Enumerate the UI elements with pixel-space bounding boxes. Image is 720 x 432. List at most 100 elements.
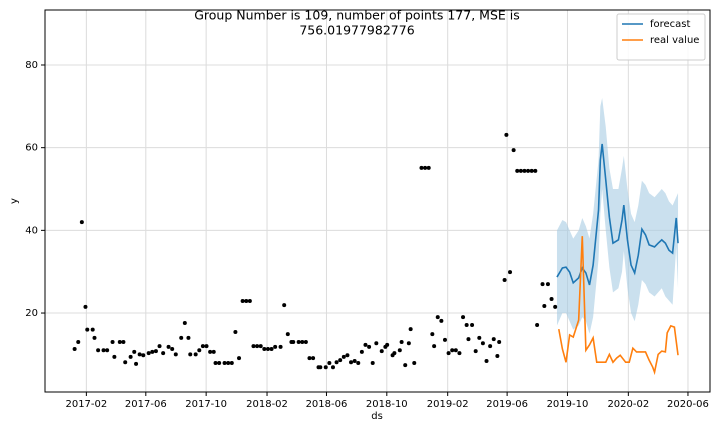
observed-point bbox=[217, 361, 222, 366]
observed-point bbox=[453, 348, 458, 353]
observed-point bbox=[419, 165, 424, 170]
observed-point bbox=[307, 356, 312, 361]
observed-point bbox=[473, 349, 478, 354]
observed-point bbox=[430, 332, 435, 337]
observed-point bbox=[526, 168, 531, 173]
observed-point bbox=[213, 361, 218, 366]
x-tick-label: 2017-02 bbox=[65, 399, 107, 410]
observed-point bbox=[363, 342, 368, 347]
observed-point bbox=[466, 337, 471, 342]
chart-title: 756.01977982776 bbox=[299, 23, 414, 38]
observed-point bbox=[522, 168, 527, 173]
observed-point bbox=[72, 347, 77, 352]
observed-point bbox=[222, 361, 227, 366]
observed-point bbox=[262, 347, 267, 352]
y-tick-label: 80 bbox=[25, 60, 38, 71]
observed-point bbox=[123, 360, 128, 365]
observed-point bbox=[488, 344, 493, 349]
observed-point bbox=[327, 361, 332, 366]
observed-point bbox=[446, 351, 451, 356]
observed-point bbox=[367, 344, 372, 349]
y-tick-label: 60 bbox=[25, 143, 38, 154]
observed-point bbox=[137, 352, 142, 357]
observed-point bbox=[161, 351, 166, 356]
observed-point bbox=[110, 339, 115, 344]
observed-point bbox=[540, 282, 545, 287]
observed-point bbox=[470, 323, 475, 328]
observed-point bbox=[412, 361, 417, 366]
observed-point bbox=[90, 327, 95, 332]
observed-point bbox=[251, 344, 256, 349]
observed-point bbox=[542, 304, 547, 309]
observed-point bbox=[211, 349, 216, 354]
x-tick-label: 2019-02 bbox=[427, 399, 469, 410]
observed-point bbox=[408, 327, 413, 332]
observed-point bbox=[208, 349, 213, 354]
observed-point bbox=[300, 339, 305, 344]
observed-point bbox=[112, 354, 117, 359]
observed-point bbox=[258, 344, 263, 349]
observed-point bbox=[182, 320, 187, 325]
legend: forecast real value bbox=[616, 13, 706, 61]
plot-frame bbox=[44, 9, 711, 393]
legend-box bbox=[616, 13, 706, 61]
observed-point bbox=[132, 349, 137, 354]
x-tick-label: 2018-02 bbox=[246, 399, 288, 410]
observed-point bbox=[323, 365, 328, 370]
observed-point bbox=[237, 356, 242, 361]
observed-point bbox=[423, 165, 428, 170]
observed-point bbox=[553, 304, 558, 309]
observed-point bbox=[278, 344, 283, 349]
legend-label: real value bbox=[650, 35, 699, 46]
observed-point bbox=[495, 354, 500, 359]
observed-point bbox=[204, 344, 209, 349]
observed-point bbox=[150, 349, 155, 354]
observed-point bbox=[535, 323, 540, 328]
grid bbox=[41, 10, 710, 396]
observed-point bbox=[265, 347, 270, 352]
observed-point bbox=[330, 365, 335, 370]
observed-point bbox=[318, 365, 323, 370]
y-tick-label: 20 bbox=[25, 308, 38, 319]
series-line bbox=[558, 236, 679, 376]
x-tick-label: 2020-02 bbox=[607, 399, 649, 410]
observed-point bbox=[128, 354, 133, 359]
observed-point bbox=[92, 335, 97, 340]
observed-point bbox=[121, 339, 126, 344]
observed-point bbox=[76, 339, 81, 344]
observed-point bbox=[352, 358, 357, 363]
observed-point bbox=[179, 335, 184, 340]
observed-point bbox=[101, 348, 106, 353]
observed-point bbox=[461, 315, 466, 320]
x-tick-label: 2020-06 bbox=[667, 399, 709, 410]
observed-point bbox=[282, 303, 287, 308]
observed-point bbox=[397, 348, 402, 353]
observed-point bbox=[502, 277, 507, 282]
observed-point bbox=[186, 335, 191, 340]
observed-point bbox=[193, 352, 198, 357]
observed-point bbox=[491, 337, 496, 342]
observed-point bbox=[356, 361, 361, 366]
observed-point bbox=[432, 344, 437, 349]
observed-point bbox=[359, 349, 364, 354]
observed-point bbox=[85, 327, 90, 332]
observed-point bbox=[549, 296, 554, 301]
observed-point bbox=[244, 299, 249, 304]
y-tick-label: 40 bbox=[25, 225, 38, 236]
observed-point bbox=[188, 352, 193, 357]
observed-point bbox=[457, 351, 462, 356]
x-tick-label: 2017-06 bbox=[125, 399, 167, 410]
observed-point bbox=[529, 168, 534, 173]
observed-point bbox=[255, 344, 260, 349]
observed-point bbox=[392, 351, 397, 356]
chart-title: Group Number is 109, number of points 17… bbox=[194, 8, 520, 23]
observed-point bbox=[285, 332, 290, 337]
observed-point bbox=[504, 132, 509, 137]
observed-point bbox=[477, 335, 482, 340]
observed-point bbox=[173, 352, 178, 357]
observed-point bbox=[141, 353, 146, 358]
observed-point bbox=[273, 344, 278, 349]
observed-point bbox=[403, 363, 408, 368]
observed-point bbox=[334, 360, 339, 365]
observed-point bbox=[480, 341, 485, 346]
